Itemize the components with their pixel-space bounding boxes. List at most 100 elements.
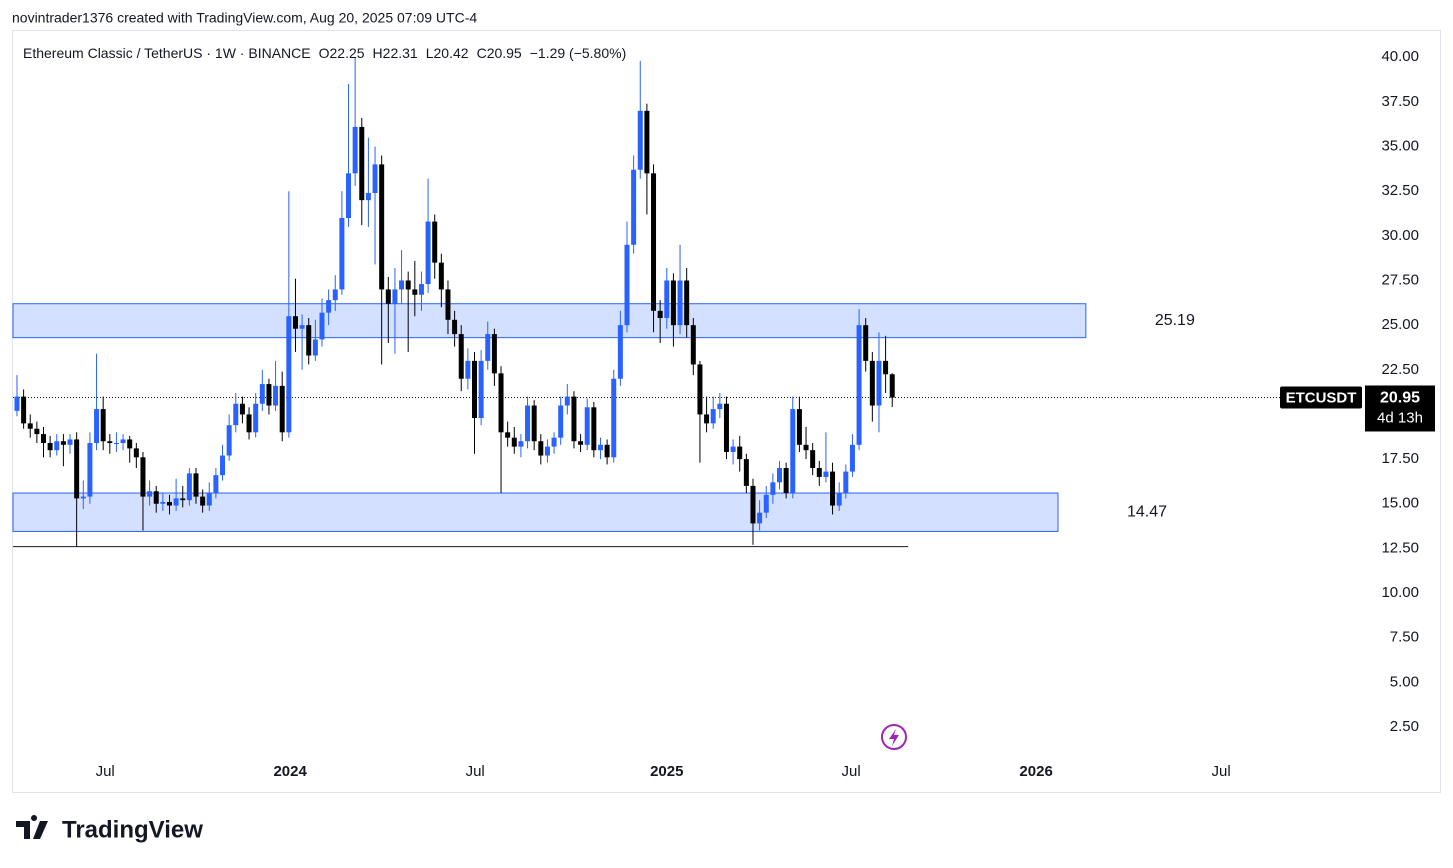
countdown: 4d 13h xyxy=(1377,409,1423,426)
candle-body xyxy=(253,403,259,433)
candle-body xyxy=(226,425,232,456)
candle-body xyxy=(41,434,47,444)
candle-body xyxy=(690,325,696,365)
candle-body xyxy=(710,409,716,424)
candle-body xyxy=(816,468,822,477)
candle-body xyxy=(452,319,458,335)
y-tick-label: 40.00 xyxy=(1381,48,1419,65)
candle-body xyxy=(823,471,829,477)
candle-body xyxy=(578,441,584,445)
x-tick-label: Jul xyxy=(466,763,485,780)
candle-body xyxy=(750,485,756,524)
candle-body xyxy=(624,244,630,326)
candle-body xyxy=(657,310,663,319)
candle-body xyxy=(326,300,332,313)
ohlc-label: H xyxy=(373,45,383,61)
candle-body xyxy=(796,409,802,445)
x-tick-label: Jul xyxy=(1212,763,1231,780)
candle-body xyxy=(684,280,690,326)
candle-body xyxy=(743,459,749,486)
candle-body xyxy=(730,446,736,452)
zone-label: 14.47 xyxy=(1127,503,1167,520)
candle-body xyxy=(166,501,172,506)
plot: 25.19 14.47 40.00 37.50 35.00 32.50 30.00 27.50… xyxy=(12,48,1435,780)
caption: novintrader1376 created with TradingView… xyxy=(12,10,477,26)
candle-body xyxy=(544,446,550,456)
candle-body xyxy=(617,325,623,379)
candle-body xyxy=(47,443,53,451)
candle-body xyxy=(651,173,657,311)
change-value: −1.29 (−5.80%) xyxy=(530,45,627,61)
candle-body xyxy=(571,396,577,442)
ohlc-label: O xyxy=(319,45,330,61)
candle-body xyxy=(531,405,537,442)
candle-body xyxy=(372,164,378,193)
candle-body xyxy=(259,384,265,404)
candle-body xyxy=(193,473,199,497)
candle-body xyxy=(392,289,398,304)
y-tick-label: 17.50 xyxy=(1381,450,1419,467)
ohlc-value: 20.95 xyxy=(487,45,522,61)
candle-body xyxy=(306,325,312,356)
candle-body xyxy=(299,325,305,329)
candle-body xyxy=(133,448,139,458)
candle-body xyxy=(498,373,504,433)
candle-body xyxy=(783,468,789,494)
candle-body xyxy=(485,334,491,361)
candle-body xyxy=(591,407,597,451)
candle-body xyxy=(80,496,86,499)
x-tick-label: 2025 xyxy=(650,763,683,780)
candle-body xyxy=(113,443,119,445)
candle-body xyxy=(763,494,769,513)
candle-body xyxy=(213,475,219,494)
brand-logo[interactable]: TradingView xyxy=(16,815,203,843)
candle-body xyxy=(346,173,352,218)
candle-body xyxy=(339,217,345,290)
ohlc-value: 22.25 xyxy=(330,45,365,61)
candle-body xyxy=(67,439,73,445)
candle-body xyxy=(697,364,703,415)
candle-body xyxy=(100,409,106,442)
x-tick-label: 2026 xyxy=(1019,763,1052,780)
candle-body xyxy=(292,316,298,329)
y-tick-label: 10.00 xyxy=(1381,584,1419,601)
candle-body xyxy=(14,396,20,411)
candle-body xyxy=(239,403,245,415)
candle-body xyxy=(790,409,796,494)
candle-body xyxy=(87,443,93,497)
candle-body xyxy=(418,284,424,295)
candle-body xyxy=(856,325,862,445)
candle-body xyxy=(511,437,517,447)
y-tick-label: 5.00 xyxy=(1390,673,1419,690)
ohlc-label: L xyxy=(426,45,434,61)
price-tag xyxy=(1365,385,1435,432)
candle-body xyxy=(412,289,418,295)
ohlc-label: C xyxy=(477,45,487,61)
candle-body xyxy=(34,428,40,435)
candle-body xyxy=(491,334,497,374)
candle-body xyxy=(876,360,882,406)
alert-icon[interactable] xyxy=(881,724,907,750)
y-tick-label: 27.50 xyxy=(1381,271,1419,288)
brand-name: TradingView xyxy=(62,816,203,843)
candle-body xyxy=(365,192,371,201)
candle-body xyxy=(379,164,385,290)
candle-body xyxy=(465,360,471,379)
candle-body xyxy=(836,493,842,506)
candle-body xyxy=(425,221,431,285)
candle-body xyxy=(107,441,113,444)
candle-body xyxy=(644,110,650,174)
candle-body xyxy=(538,441,544,456)
candle-body xyxy=(206,493,212,506)
x-tick-label: 2024 xyxy=(273,763,307,780)
y-tick-label: 37.50 xyxy=(1381,93,1419,110)
x-tick-label: Jul xyxy=(842,763,861,780)
y-tick-label: 35.00 xyxy=(1381,138,1419,155)
candle-body xyxy=(810,450,816,469)
candle-body xyxy=(478,360,484,419)
candle-body xyxy=(597,444,603,451)
candle-body xyxy=(359,126,365,201)
candle-body xyxy=(147,491,153,497)
